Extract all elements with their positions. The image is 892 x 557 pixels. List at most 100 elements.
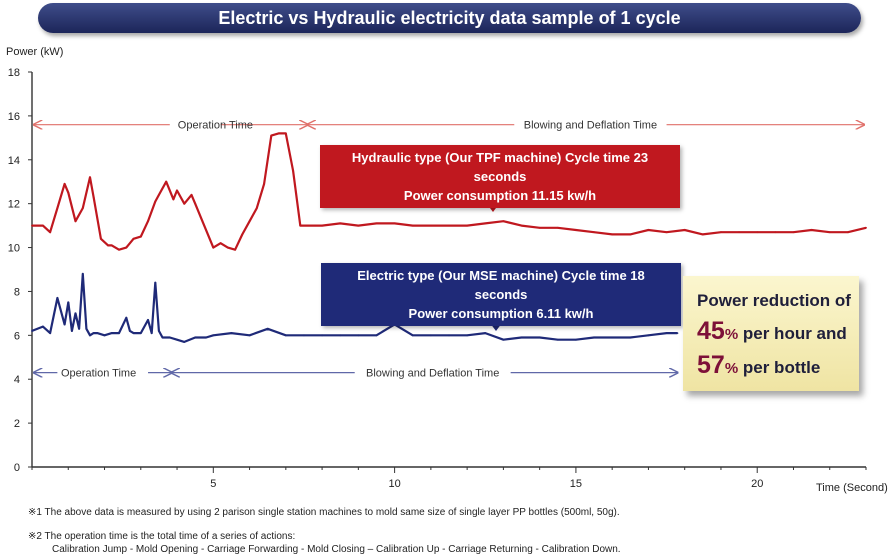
hydraulic-data-point — [125, 246, 128, 249]
hydraulic-data-point — [208, 237, 211, 240]
electric-data-point — [665, 332, 668, 335]
hydraulic-data-point — [226, 246, 229, 249]
y-tick-label: 0 — [14, 462, 20, 474]
hydraulic-data-point — [299, 224, 302, 227]
electric-data-point — [150, 332, 153, 335]
hydraulic-data-point — [49, 231, 52, 234]
y-tick-label: 18 — [8, 67, 20, 79]
hydraulic-series-line — [32, 132, 867, 251]
hydraulic-data-point — [720, 231, 722, 234]
x-tick-label: 15 — [570, 478, 582, 490]
reduction-line3: 57% per bottle — [697, 350, 859, 384]
reduction-unit-hour: % — [724, 326, 739, 343]
electric-data-point — [205, 336, 207, 339]
y-tick-label: 4 — [14, 374, 20, 386]
electric-data-point — [248, 334, 251, 337]
electric-data-point — [78, 327, 81, 330]
electric-blowing-label: Blowing and Deflation Time — [366, 368, 499, 380]
hydraulic-data-point — [339, 222, 342, 225]
electric-data-point — [154, 281, 157, 284]
reduction-line1: Power reduction of — [697, 291, 851, 310]
power-reduction-box: Power reduction of 45% per hour and 57% … — [683, 276, 859, 391]
electric-data-point — [147, 319, 149, 321]
hydraulic-data-point — [56, 207, 59, 209]
hydraulic-data-point — [248, 220, 251, 223]
electric-data-point — [161, 336, 164, 339]
electric-data-point — [103, 334, 106, 337]
hydraulic-data-point — [774, 231, 777, 234]
hydraulic-blowing-label: Blowing and Deflation Time — [524, 120, 657, 132]
electric-data-point — [74, 312, 77, 315]
electric-data-point — [67, 301, 70, 304]
hydraulic-data-point — [81, 207, 84, 209]
hydraulic-data-point — [828, 231, 831, 234]
chart-title: Electric vs Hydraulic electricity data s… — [38, 3, 861, 33]
electric-data-point — [212, 334, 215, 337]
hydraulic-data-point — [665, 231, 668, 234]
hydraulic-data-point — [176, 189, 178, 192]
electric-data-point — [70, 330, 73, 332]
electric-callout-line1: Electric type (Our MSE machine) Cycle ti… — [357, 268, 645, 302]
hydraulic-data-point — [255, 207, 258, 209]
electric-data-point — [110, 332, 113, 335]
electric-data-point — [125, 316, 128, 319]
y-tick-label: 10 — [8, 243, 20, 255]
electric-data-point — [676, 332, 679, 335]
hydraulic-data-point — [132, 237, 135, 240]
electric-callout: Electric type (Our MSE machine) Cycle ti… — [321, 263, 681, 326]
y-axis-label: Power (kW) — [6, 46, 63, 58]
y-tick-label: 12 — [8, 199, 20, 211]
footnote-2: ※2 The operation time is the total time … — [28, 531, 296, 542]
electric-data-point — [647, 334, 650, 337]
electric-data-point — [611, 336, 614, 339]
x-tick-label: 10 — [388, 478, 400, 490]
hydraulic-callout-line2: Power consumption 11.15 kw/h — [403, 188, 597, 203]
electric-data-point — [31, 330, 33, 332]
hydraulic-data-point — [738, 231, 740, 234]
hydraulic-data-point — [201, 220, 204, 223]
electric-data-point — [411, 334, 414, 337]
electric-data-point — [85, 327, 88, 330]
reduction-unit-bottle: % — [724, 360, 739, 377]
electric-data-point — [158, 330, 160, 332]
electric-data-point — [466, 334, 469, 337]
electric-data-point — [429, 334, 432, 337]
hydraulic-data-point — [538, 226, 541, 229]
hydraulic-data-point — [172, 198, 175, 201]
electric-data-point — [176, 338, 178, 341]
electric-data-point — [56, 297, 59, 299]
reduction-value-hour: 45 — [697, 317, 725, 345]
electric-data-point — [303, 334, 305, 337]
hydraulic-data-point — [67, 191, 70, 194]
electric-data-point — [194, 336, 197, 339]
hydraulic-data-point — [219, 242, 222, 245]
electric-data-point — [339, 334, 342, 337]
hydraulic-data-point — [647, 229, 650, 231]
electric-data-point — [357, 334, 360, 337]
hydraulic-data-point — [593, 231, 595, 234]
hydraulic-data-point — [375, 222, 378, 225]
hydraulic-data-point — [411, 224, 414, 227]
electric-data-point — [183, 341, 186, 343]
electric-data-point — [575, 338, 577, 341]
hydraulic-data-point — [701, 233, 704, 236]
hydraulic-data-point — [865, 226, 867, 229]
electric-data-point — [49, 332, 52, 335]
y-tick-label: 2 — [14, 418, 20, 430]
electric-series-line — [31, 272, 678, 343]
electric-data-point — [132, 332, 135, 335]
hydraulic-data-point — [466, 224, 469, 227]
hydraulic-data-point — [31, 224, 33, 227]
hydraulic-data-point — [92, 196, 95, 198]
hydraulic-data-point — [41, 224, 44, 227]
hydraulic-callout-line1: Hydraulic type (Our TPF machine) Cycle t… — [351, 150, 649, 184]
hydraulic-data-point — [194, 202, 197, 205]
x-axis-label: Time (Second) — [816, 482, 888, 494]
electric-data-point — [41, 325, 44, 328]
electric-data-point — [81, 272, 84, 275]
hydraulic-data-point — [846, 231, 849, 234]
electric-data-point — [118, 332, 120, 335]
hydraulic-data-point — [89, 176, 91, 179]
hydraulic-data-point — [611, 233, 614, 236]
hydraulic-data-point — [99, 237, 102, 240]
